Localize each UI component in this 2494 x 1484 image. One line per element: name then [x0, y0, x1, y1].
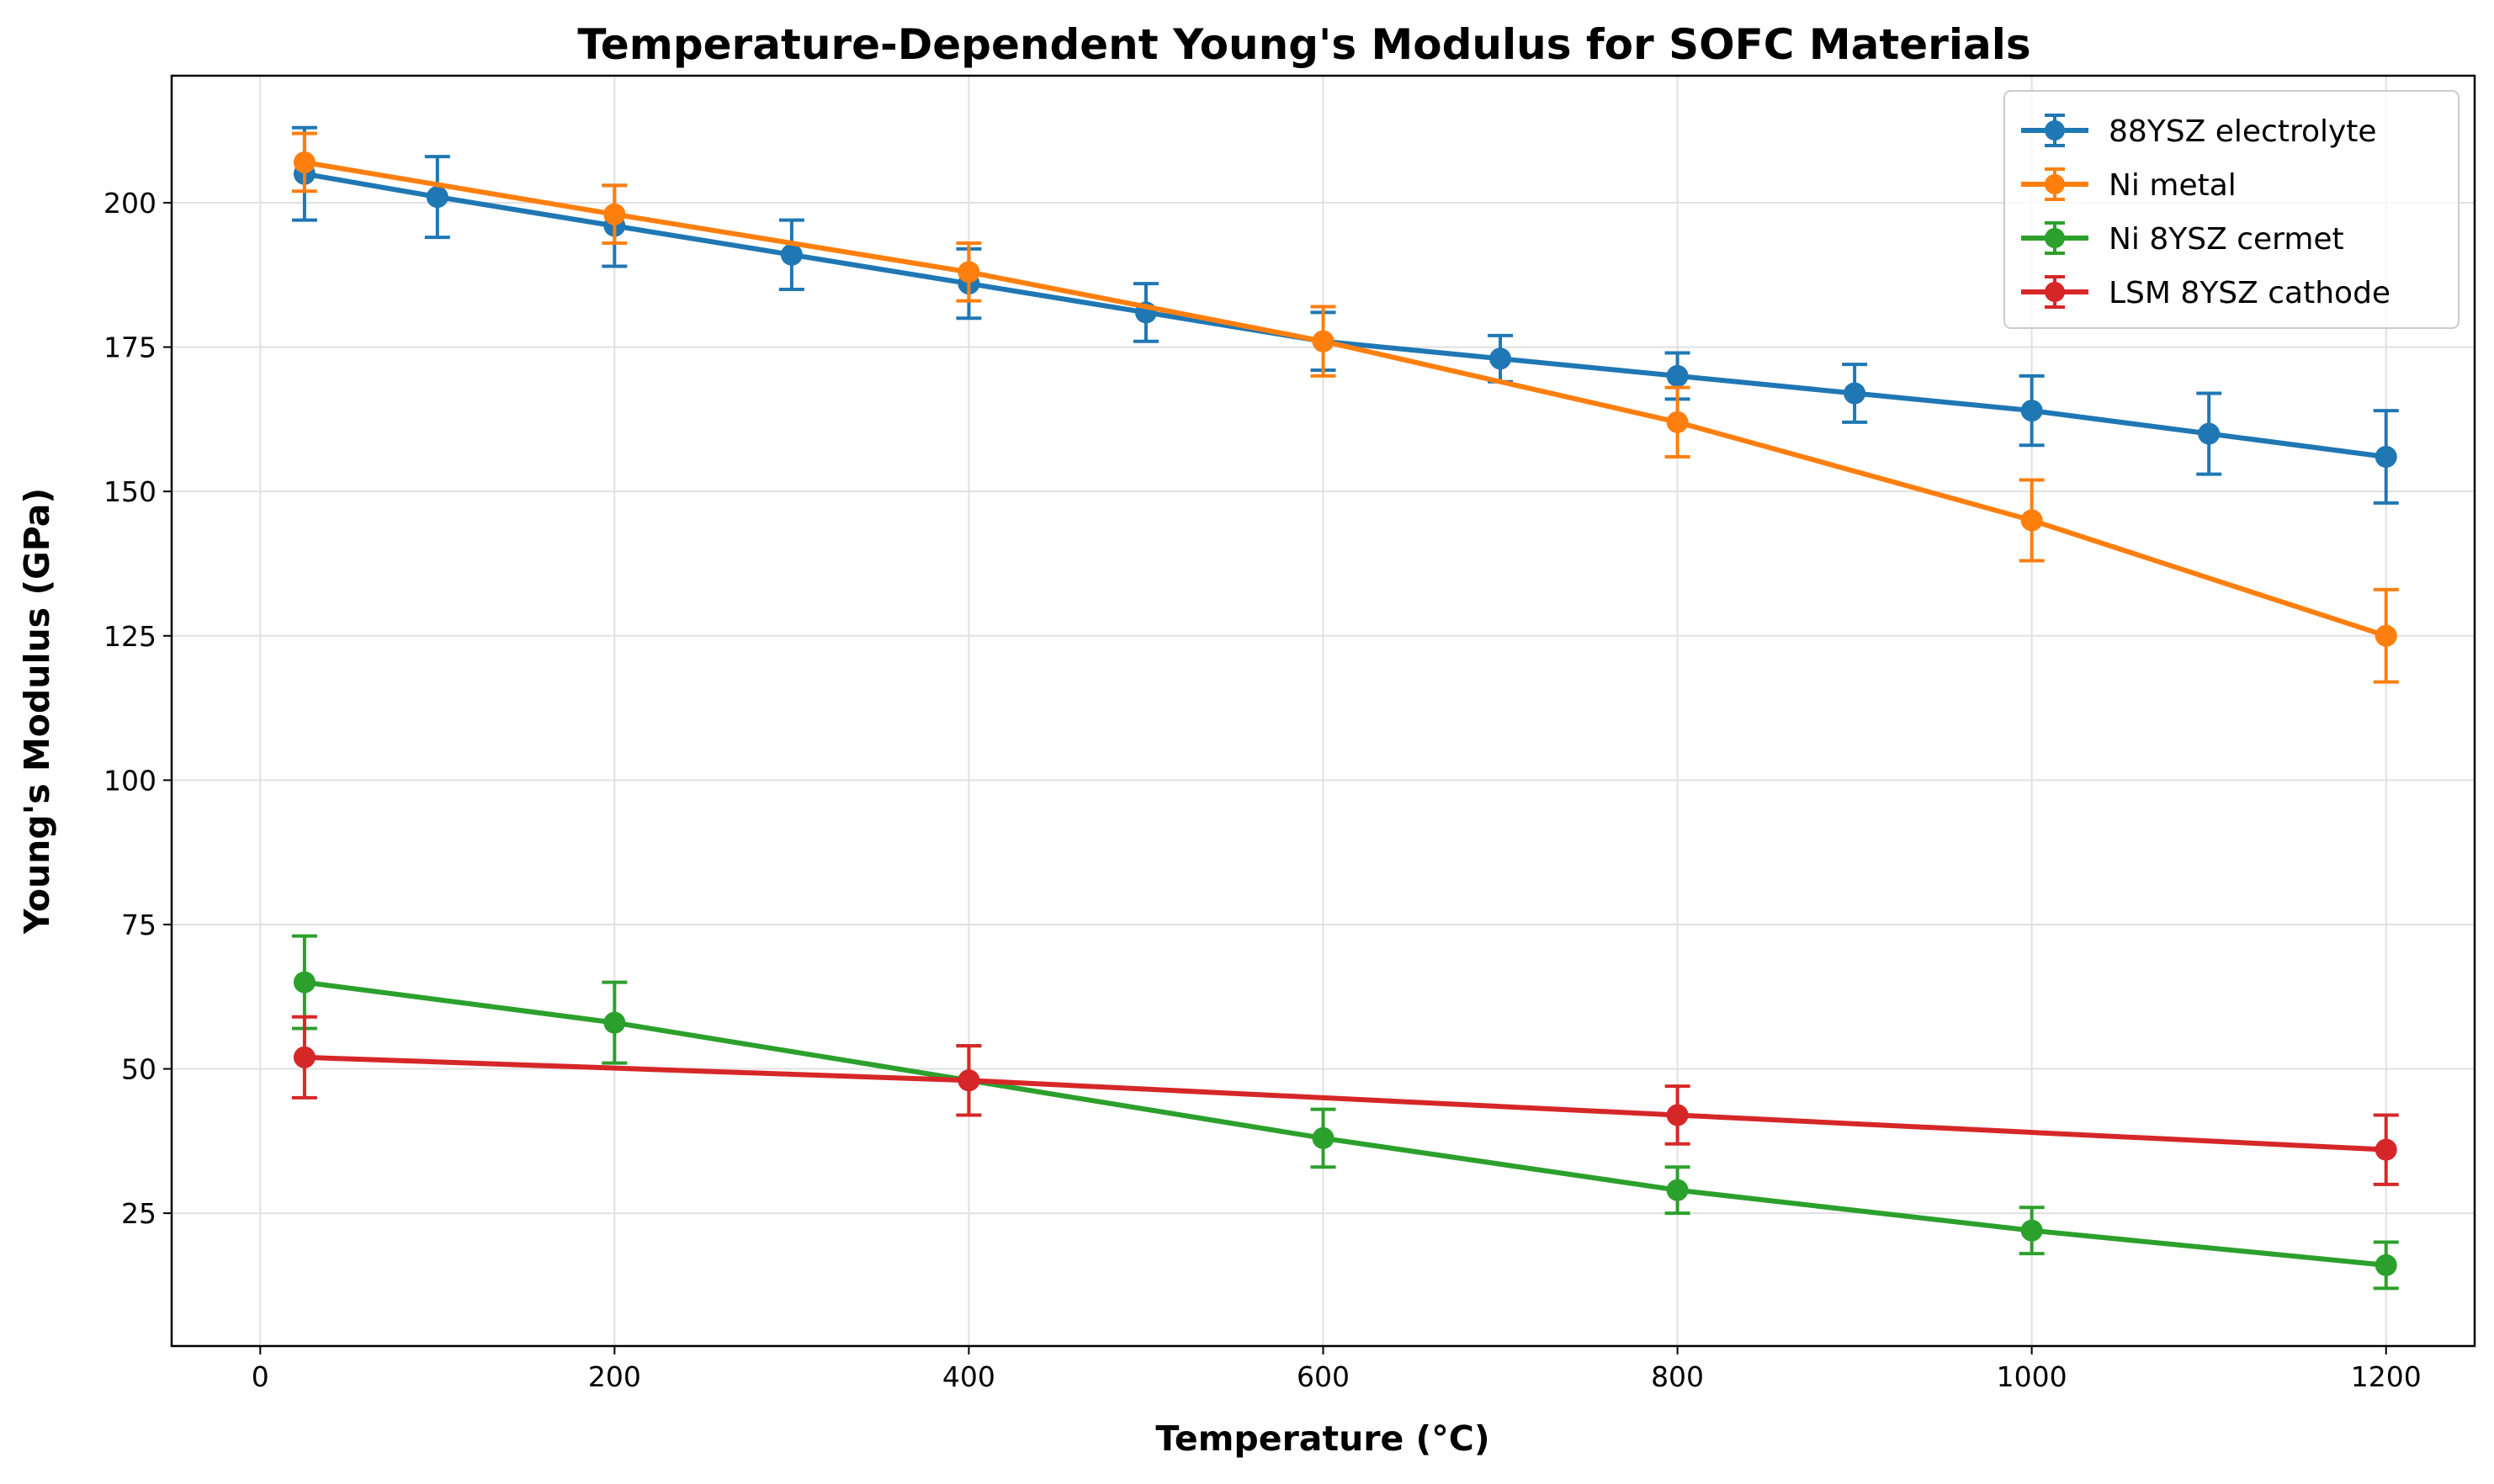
x-tick-label: 600 [1297, 1360, 1350, 1393]
y-axis-title: Young's Modulus (GPa) [17, 488, 57, 935]
y-tick-label: 75 [121, 909, 157, 941]
legend-label: Ni 8YSZ cermet [2109, 222, 2344, 257]
series-line-lsm-8ysz-cathode [304, 1054, 2386, 1153]
y-tick-label: 200 [103, 187, 157, 220]
legend: 88YSZ electrolyte Ni metal Ni 8YSZ cermet L… [2003, 90, 2460, 329]
data-point [603, 203, 626, 225]
data-point [780, 243, 803, 266]
legend-swatch-marker [2045, 174, 2065, 194]
legend-entry: Ni metal [2021, 167, 2237, 203]
legend-swatch-marker [2045, 120, 2065, 140]
legend-entry: 88YSZ electrolyte [2021, 114, 2377, 149]
data-point [1312, 1126, 1335, 1149]
series-lsm-8ysz-cathode [291, 1015, 2399, 1186]
legend-label: LSM 8YSZ cathode [2109, 276, 2391, 310]
legend-frame [2003, 90, 2460, 329]
data-point [1666, 1179, 1689, 1201]
x-tick-label: 400 [942, 1360, 995, 1393]
data-point [958, 261, 980, 284]
y-tick-label: 100 [103, 764, 157, 797]
x-tick-label: 0 [252, 1360, 269, 1393]
data-point [2375, 1138, 2397, 1161]
x-axis-title: Temperature (°C) [1155, 1418, 1489, 1459]
data-point [293, 971, 316, 994]
series-layer [291, 125, 2399, 1291]
data-point [293, 151, 316, 173]
data-point [1666, 364, 1689, 387]
x-axis-ticks: 0 200 400 600 800 1000 1200 [252, 1346, 2422, 1393]
data-point [2375, 624, 2397, 647]
data-point [426, 186, 448, 209]
data-point [1666, 1104, 1689, 1126]
data-point [2020, 1219, 2043, 1242]
legend-label: 88YSZ electrolyte [2109, 114, 2377, 149]
data-point [1312, 330, 1335, 352]
legend-swatch-marker [2045, 228, 2065, 248]
y-tick-label: 150 [103, 475, 157, 508]
y-tick-label: 25 [121, 1197, 157, 1230]
y-tick-label: 50 [121, 1053, 157, 1086]
data-point [293, 1046, 316, 1068]
series-ni-metal [291, 131, 2399, 684]
y-tick-label: 125 [103, 620, 157, 653]
data-point [1666, 411, 1689, 433]
data-point [603, 1011, 626, 1034]
data-point [2375, 1253, 2397, 1276]
x-tick-label: 800 [1651, 1360, 1704, 1393]
data-point [2375, 446, 2397, 468]
legend-entry: LSM 8YSZ cathode [2021, 275, 2391, 310]
data-point [1489, 347, 1512, 370]
legend-swatch-marker [2045, 282, 2065, 302]
x-tick-label: 200 [588, 1360, 641, 1393]
data-point [2198, 422, 2221, 445]
legend-label: Ni metal [2109, 168, 2237, 203]
data-point [2020, 509, 2043, 532]
data-point [958, 1069, 980, 1092]
y-tick-label: 175 [103, 331, 157, 364]
data-point [1844, 382, 1866, 405]
legend-entry: Ni 8YSZ cermet [2021, 221, 2344, 257]
chart-title: Temperature-Dependent Young's Modulus fo… [577, 20, 2030, 69]
x-tick-label: 1000 [1997, 1360, 2067, 1393]
x-tick-label: 1200 [2351, 1360, 2422, 1393]
data-point [2020, 400, 2043, 422]
y-axis-ticks: 25 50 75 100 125 150 175 200 [103, 187, 172, 1230]
